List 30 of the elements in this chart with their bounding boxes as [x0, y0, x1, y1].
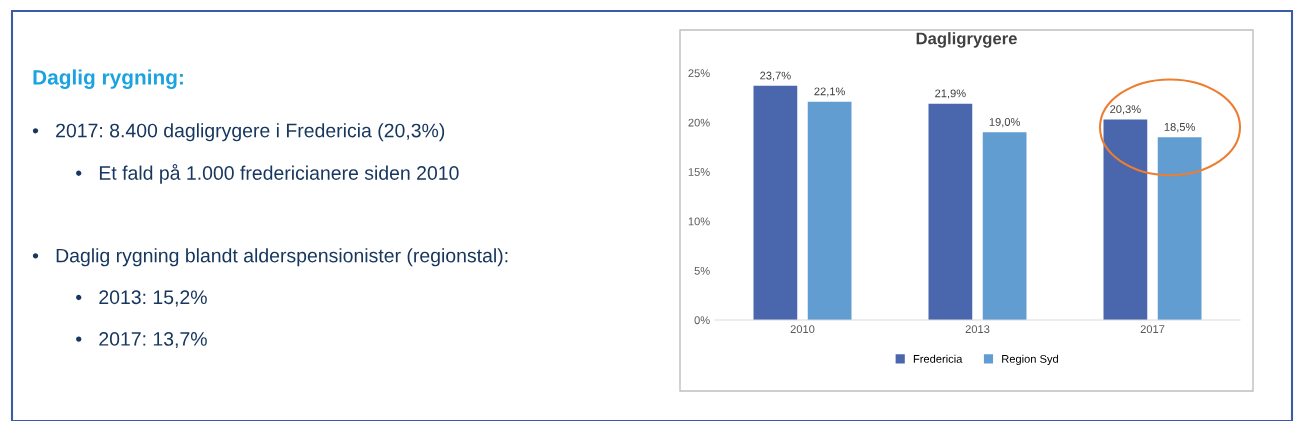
chart-title: Dagligrygere: [916, 32, 1017, 48]
text: Daglig rygning:: [33, 69, 183, 89]
legend-label: Fredericia: [913, 354, 963, 363]
text: • 2013: 15,2%: [76, 290, 207, 307]
x-tick-label: 2010: [790, 325, 815, 334]
x-tick-label: 2017: [1140, 325, 1165, 334]
text: • Daglig rygning blandt alderspensionister (regionstal):: [32, 248, 508, 267]
bar: [807, 101, 852, 320]
y-tick-label: 25%: [688, 69, 710, 78]
bar: [928, 103, 973, 320]
text: • Et fald på 1.000 fredericianere siden 2010: [76, 164, 459, 184]
y-tick-label: 0%: [694, 316, 710, 325]
legend-label: Region Syd: [1002, 354, 1058, 366]
bar: [753, 85, 798, 320]
text: • 2017: 8.400 dagligrygere i Fredericia (20,3%): [32, 123, 445, 142]
bar: [982, 132, 1027, 320]
bar: [1157, 137, 1202, 320]
data-label: 18,5%: [1164, 122, 1195, 133]
data-label: 22,1%: [814, 87, 845, 97]
y-tick-label: 15%: [688, 168, 710, 176]
data-label: 19,0%: [989, 118, 1020, 128]
y-tick-label: 20%: [688, 118, 710, 127]
y-tick-label: 5%: [694, 266, 710, 275]
bar: [1103, 119, 1148, 320]
text: • 2017: 13,7%: [76, 332, 207, 349]
y-tick-label: 10%: [688, 217, 710, 226]
data-label: 23,7%: [760, 71, 791, 81]
data-label: 20,3%: [1110, 105, 1141, 115]
x-tick-label: 2013: [965, 325, 990, 334]
data-label: 21,9%: [935, 89, 966, 99]
